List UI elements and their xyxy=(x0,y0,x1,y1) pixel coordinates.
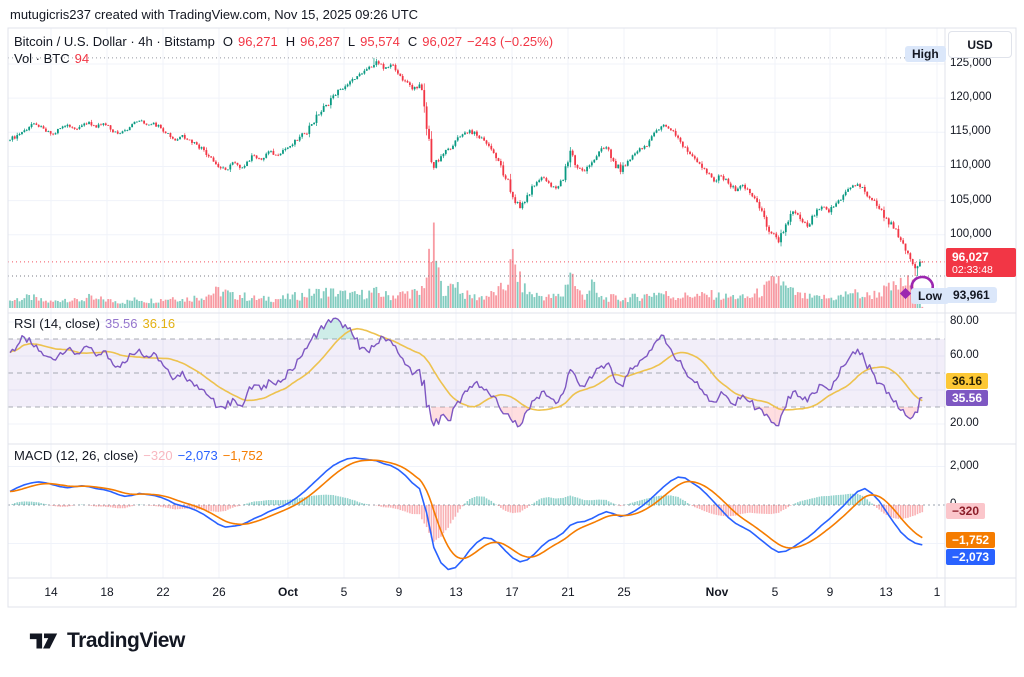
rsi-title: RSI (14, close) xyxy=(14,316,100,331)
macd-title: MACD (12, 26, close) xyxy=(14,448,138,463)
time-axis-label: Oct xyxy=(271,585,305,599)
macd-legend[interactable]: MACD (12, 26, close) −320 −2,073 −1,752 xyxy=(14,448,263,463)
time-axis-label: 26 xyxy=(202,585,236,599)
time-axis-label: 5 xyxy=(758,585,792,599)
symbol-title: Bitcoin / U.S. Dollar · 4h · Bitstamp xyxy=(14,34,215,49)
rsi-axis-tick: 20.00 xyxy=(950,417,979,429)
rsi-band xyxy=(8,339,945,505)
macd-axis-tick: 2,000 xyxy=(950,460,979,472)
current-price-value: 96,027 xyxy=(952,250,989,265)
high-marker-label: High xyxy=(905,46,946,62)
low-price-axis-label: 93,961 xyxy=(946,287,997,303)
attribution-text: mutugicris237 created with TradingView.c… xyxy=(10,7,418,22)
price-axis-tick: 125,000 xyxy=(950,57,992,69)
chart-svg xyxy=(0,0,1024,672)
high-label: H xyxy=(286,34,295,49)
rsi-ma-badge: 36.16 xyxy=(946,373,988,389)
time-axis-label: 9 xyxy=(382,585,416,599)
rsi-ma-value: 36.16 xyxy=(143,316,176,331)
time-axis-label: 13 xyxy=(439,585,473,599)
rsi-main-badge: 35.56 xyxy=(946,390,988,406)
rsi-axis-tick: 80.00 xyxy=(950,315,979,327)
macd-lines xyxy=(10,458,922,570)
time-axis-label: 9 xyxy=(813,585,847,599)
macd-hist-badge: −320 xyxy=(946,503,985,519)
symbol-legend[interactable]: Bitcoin / U.S. Dollar · 4h · Bitstamp O9… xyxy=(14,34,553,49)
volume-value: 94 xyxy=(75,51,89,66)
tradingview-logo[interactable]: TradingView xyxy=(28,629,185,653)
high-value: 96,287 xyxy=(300,34,340,49)
volume-label: Vol · BTC xyxy=(14,51,70,66)
price-axis-tick: 105,000 xyxy=(950,194,992,206)
macd-signal-value: −1,752 xyxy=(223,448,263,463)
low-value: 95,574 xyxy=(360,34,400,49)
time-axis-label: 14 xyxy=(34,585,68,599)
bar-countdown: 02:33:48 xyxy=(952,265,993,276)
brand-name: TradingView xyxy=(67,629,185,653)
current-price-badge: 96,027 02:33:48 xyxy=(946,248,1016,277)
close-label: C xyxy=(408,34,417,49)
time-axis-label: Nov xyxy=(700,585,734,599)
macd-line-value: −2,073 xyxy=(178,448,218,463)
low-marker-label: Low xyxy=(911,288,949,304)
price-axis-tick: 115,000 xyxy=(950,125,991,137)
change-value: −243 (−0.25%) xyxy=(467,34,553,49)
time-axis-label: 13 xyxy=(869,585,903,599)
volume-legend[interactable]: Vol · BTC 94 xyxy=(14,51,89,66)
time-axis-label: 18 xyxy=(90,585,124,599)
rsi-main-value: 35.56 xyxy=(105,316,138,331)
rsi-axis-tick: 60.00 xyxy=(950,349,979,361)
price-axis-tick: 100,000 xyxy=(950,228,992,240)
time-axis-label: 21 xyxy=(551,585,585,599)
price-axis-tick: 120,000 xyxy=(950,91,992,103)
open-label: O xyxy=(223,34,233,49)
macd-hist-value: −320 xyxy=(143,448,172,463)
macd-macd-badge: −2,073 xyxy=(946,549,995,565)
macd-signal-badge: −1,752 xyxy=(946,532,995,548)
low-label: L xyxy=(348,34,355,49)
macd-histogram xyxy=(12,494,924,542)
close-value: 96,027 xyxy=(422,34,462,49)
chart-plot-area[interactable] xyxy=(0,0,1024,672)
time-axis-label: 17 xyxy=(495,585,529,599)
currency-button[interactable]: USD xyxy=(948,31,1012,58)
rsi-legend[interactable]: RSI (14, close) 35.56 36.16 xyxy=(14,316,175,331)
open-value: 96,271 xyxy=(238,34,278,49)
time-axis-label: 5 xyxy=(327,585,361,599)
time-axis-label: 22 xyxy=(146,585,180,599)
price-axis-tick: 110,000 xyxy=(950,159,991,171)
time-axis-label: 25 xyxy=(607,585,641,599)
tradingview-glyph-icon xyxy=(28,629,60,653)
time-axis-label: 1 xyxy=(920,585,954,599)
